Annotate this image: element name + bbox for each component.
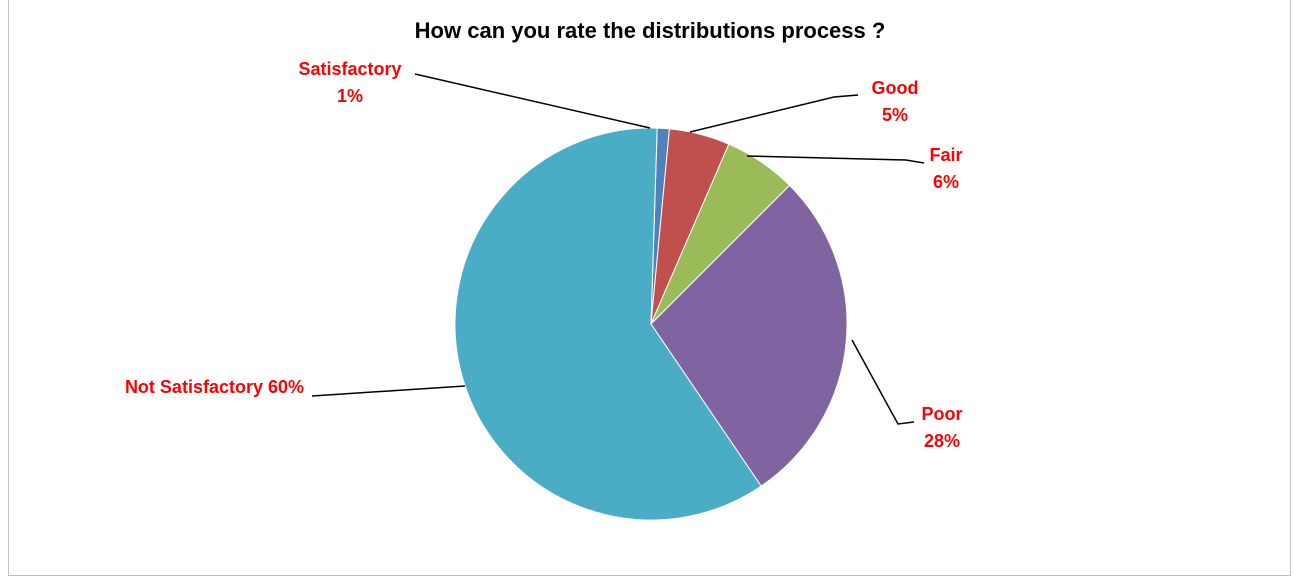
leader-line-poor — [851, 339, 915, 425]
data-label-fair: Fair 6% — [929, 145, 962, 192]
data-label-not-satisfactory: Not Satisfactory 60% — [125, 377, 304, 397]
leader-line-fair — [746, 155, 925, 164]
leader-line-satisfactory — [414, 73, 651, 129]
data-labels: Satisfactory 1% Good 5% Fair 6% Poor 28% Not Sat… — [125, 59, 963, 451]
data-label-category: Satisfactory — [298, 59, 401, 79]
pie-slice-not-satisfactory — [454, 127, 762, 521]
data-label-percent: 1% — [337, 86, 363, 106]
chart-title: How can you rate the distributions proce… — [415, 18, 886, 43]
data-label-percent: 28% — [924, 431, 960, 451]
data-label-category: Poor — [921, 404, 962, 424]
leader-line-good — [689, 94, 859, 133]
leader-line-not-satisfactory — [311, 385, 466, 397]
data-label-category: Fair — [929, 145, 962, 165]
pie-slices — [454, 127, 848, 521]
data-label-category: Good — [872, 78, 919, 98]
data-label-good: Good 5% — [872, 78, 919, 125]
data-label-percent: 6% — [933, 172, 959, 192]
pie-slice-poor — [650, 184, 848, 487]
data-label-percent: 5% — [882, 105, 908, 125]
leader-lines — [311, 73, 925, 425]
data-label-satisfactory: Satisfactory 1% — [298, 59, 401, 106]
data-label-poor: Poor 28% — [921, 404, 962, 451]
